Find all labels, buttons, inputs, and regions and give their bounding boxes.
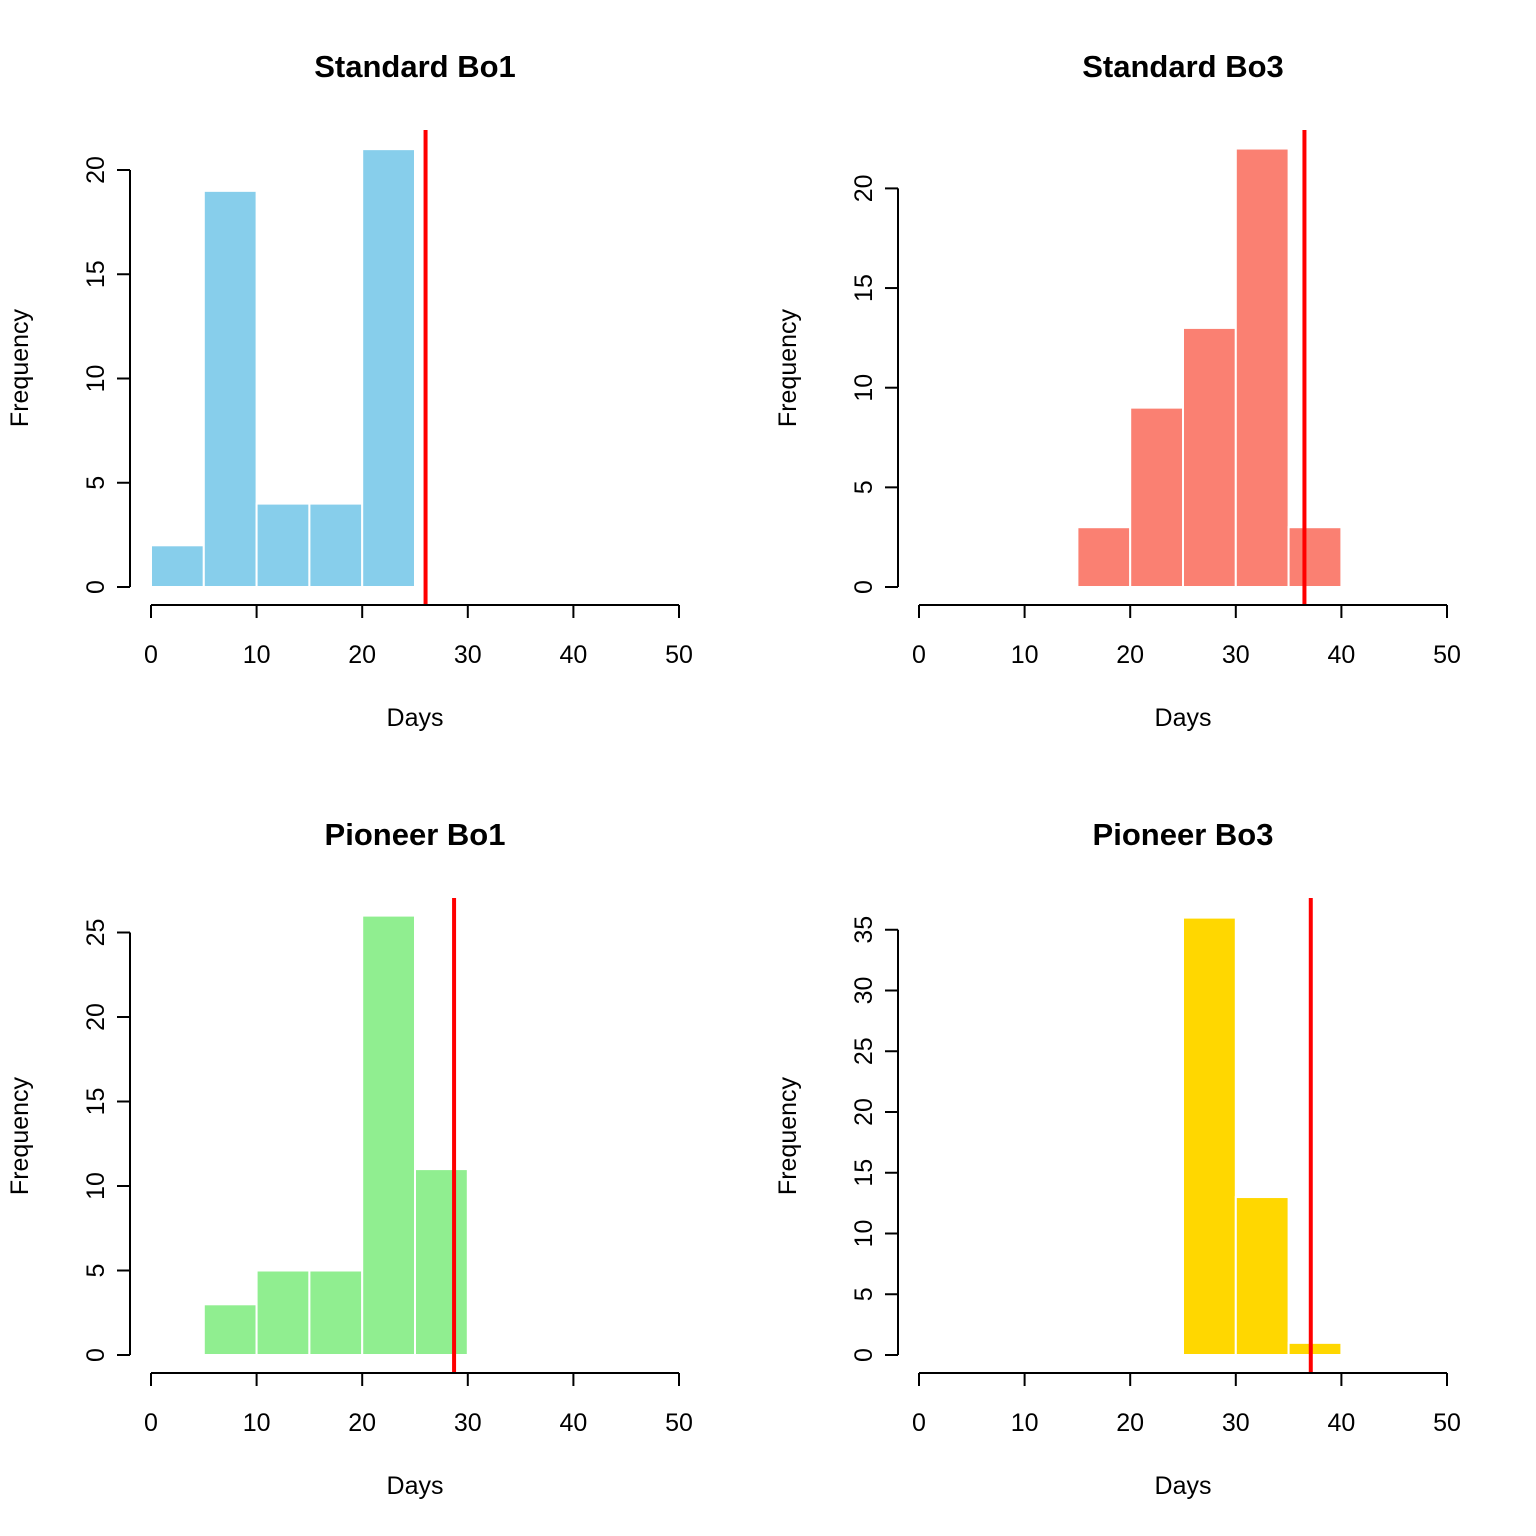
y-tick-label: 5: [850, 1287, 878, 1301]
histogram-bar: [414, 1168, 469, 1356]
y-axis-label: Frequency: [774, 1076, 802, 1195]
y-tick-label: 5: [82, 476, 110, 490]
y-tick-label: 20: [82, 1003, 110, 1031]
x-tick-label: 40: [1327, 641, 1355, 669]
x-tick-label: 30: [454, 1409, 482, 1437]
histogram-bar: [308, 502, 364, 589]
y-tick-label: 30: [850, 977, 878, 1005]
x-tick-label: 10: [1011, 1409, 1039, 1437]
panel-4: Pioneer Bo3 0 10 20 30 40 50 0 5 10 15 20 25 30 35 Days…: [774, 817, 1461, 1500]
y-tick-label: 15: [82, 260, 110, 288]
x-tick-label: 50: [1433, 1409, 1461, 1437]
y-axis-label: Frequency: [6, 1076, 34, 1195]
chart-title: Standard Bo1: [314, 49, 516, 84]
histogram-bar: [361, 914, 417, 1356]
histogram-bar: [150, 544, 205, 588]
histogram-bar: [1182, 326, 1237, 588]
chart-title: Pioneer Bo3: [1093, 817, 1274, 852]
panel-2: Standard Bo3 0 10 20 30 40 50 0 5 10 15 20 Days Frequ…: [774, 49, 1461, 732]
histogram-bar: [1287, 526, 1343, 589]
y-tick-label: 25: [82, 919, 110, 947]
y-tick-label: 10: [82, 365, 110, 393]
x-tick-label: 0: [912, 1409, 926, 1437]
y-axis-label: Frequency: [774, 308, 802, 427]
histogram-bar: [308, 1269, 364, 1356]
chart-title: Standard Bo3: [1082, 49, 1284, 84]
y-tick-label: 20: [850, 1098, 878, 1126]
x-tick-label: 50: [665, 641, 693, 669]
chart-title: Pioneer Bo1: [325, 817, 506, 852]
x-axis-label: Days: [1155, 704, 1212, 732]
histogram-bar: [1287, 1341, 1343, 1356]
x-axis-label: Days: [1155, 1472, 1212, 1500]
y-tick-label: 0: [850, 580, 878, 594]
x-tick-label: 10: [243, 641, 271, 669]
histogram-bar: [1182, 916, 1237, 1356]
x-tick-label: 40: [559, 641, 587, 669]
y-tick-label: 10: [82, 1172, 110, 1200]
x-tick-label: 40: [1327, 1409, 1355, 1437]
histogram-bar: [1076, 526, 1132, 589]
x-tick-label: 20: [1116, 1409, 1144, 1437]
y-tick-label: 0: [82, 580, 110, 594]
x-tick-label: 50: [1433, 641, 1461, 669]
y-tick-label: 15: [850, 1159, 878, 1187]
x-axis-label: Days: [387, 1472, 444, 1500]
x-tick-label: 50: [665, 1409, 693, 1437]
y-tick-label: 5: [82, 1264, 110, 1278]
histogram-bar: [1129, 406, 1185, 588]
x-tick-label: 20: [348, 641, 376, 669]
y-tick-label: 0: [850, 1348, 878, 1362]
histogram-bar: [1234, 1196, 1290, 1356]
histogram-bar: [255, 502, 311, 589]
x-tick-label: 30: [1222, 641, 1250, 669]
histogram-bar: [202, 189, 258, 588]
histogram-bar: [255, 1269, 311, 1356]
histogram-bar: [1234, 147, 1290, 588]
panel-1: Standard Bo1 0 10 20 30 40 50 0 5 10 15 20 Days Frequ…: [6, 49, 693, 732]
panel-3: Pioneer Bo1 0 10 20 30 40 50 0 5 10 15 20 25 Days Freq…: [6, 817, 693, 1500]
x-tick-label: 10: [1011, 641, 1039, 669]
y-tick-label: 20: [850, 174, 878, 202]
y-tick-label: 15: [82, 1088, 110, 1116]
y-tick-label: 5: [850, 480, 878, 494]
histogram-bar: [361, 148, 417, 588]
x-tick-label: 20: [1116, 641, 1144, 669]
histogram-bar: [202, 1303, 258, 1356]
x-tick-label: 0: [144, 641, 158, 669]
x-tick-label: 30: [454, 641, 482, 669]
y-tick-label: 35: [850, 916, 878, 944]
x-tick-label: 30: [1222, 1409, 1250, 1437]
y-axis-label: Frequency: [6, 308, 34, 427]
x-tick-label: 0: [912, 641, 926, 669]
x-tick-label: 20: [348, 1409, 376, 1437]
y-tick-label: 20: [82, 156, 110, 184]
x-tick-label: 0: [144, 1409, 158, 1437]
x-tick-label: 40: [559, 1409, 587, 1437]
x-axis-label: Days: [387, 704, 444, 732]
y-tick-label: 15: [850, 274, 878, 302]
y-tick-label: 25: [850, 1037, 878, 1065]
y-tick-label: 0: [82, 1348, 110, 1362]
y-tick-label: 10: [850, 374, 878, 402]
y-tick-label: 10: [850, 1220, 878, 1248]
x-tick-label: 10: [243, 1409, 271, 1437]
